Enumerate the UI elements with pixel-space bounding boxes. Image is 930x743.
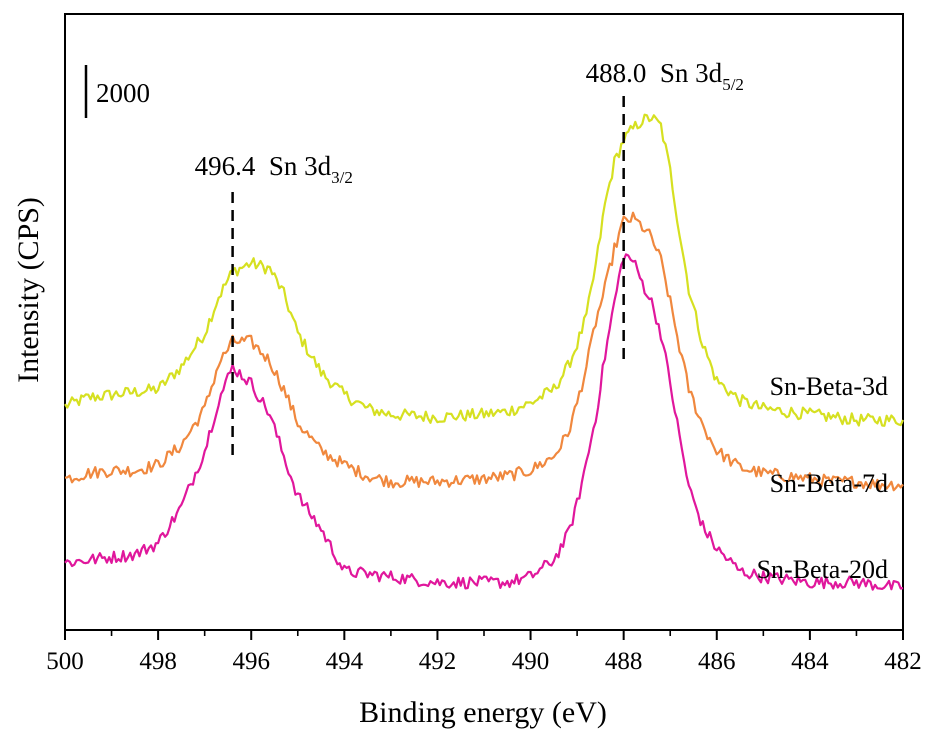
y-axis-title: Intensity (CPS) xyxy=(12,197,45,383)
plot-frame xyxy=(64,13,904,631)
legend-label-Sn-Beta-3d: Sn-Beta-3d xyxy=(770,372,888,401)
x-tick-label-498: 498 xyxy=(139,648,177,675)
series-line-Sn-Beta-20d xyxy=(64,253,904,591)
series-layer xyxy=(64,113,905,591)
legend-label-Sn-Beta-7d: Sn-Beta-7d xyxy=(770,469,888,498)
plot-area-border xyxy=(64,13,904,631)
peak-label-496.4: 496.4 Sn 3d3/2 xyxy=(195,151,353,187)
series-line-Sn-Beta-3d xyxy=(64,113,905,427)
x-tick-label-500: 500 xyxy=(46,648,84,675)
x-tick-label-492: 492 xyxy=(419,648,457,675)
x-tick-label-490: 490 xyxy=(512,648,550,675)
x-tick-label-488: 488 xyxy=(605,648,643,675)
legend: Sn-Beta-3d Sn-Beta-7d Sn-Beta-20d xyxy=(757,372,888,584)
x-tick-label-482: 482 xyxy=(884,648,922,675)
x-axis-ticks: 500 498 496 494 492 490 488 486 484 482 xyxy=(46,630,922,675)
annotation-layer: 496.4 Sn 3d3/2 488.0 Sn 3d5/2 xyxy=(195,58,744,460)
x-tick-label-496: 496 xyxy=(232,648,270,675)
x-tick-label-484: 484 xyxy=(791,648,829,675)
peak-label-488.0: 488.0 Sn 3d5/2 xyxy=(586,58,744,94)
series-line-Sn-Beta-7d xyxy=(64,211,904,492)
legend-label-Sn-Beta-20d: Sn-Beta-20d xyxy=(757,555,888,584)
x-axis-title: Binding energy (eV) xyxy=(359,696,607,729)
scale-bar-label: 2000 xyxy=(96,78,150,108)
x-tick-label-494: 494 xyxy=(326,648,364,675)
x-tick-label-486: 486 xyxy=(698,648,736,675)
scale-bar: 2000 xyxy=(84,65,150,118)
